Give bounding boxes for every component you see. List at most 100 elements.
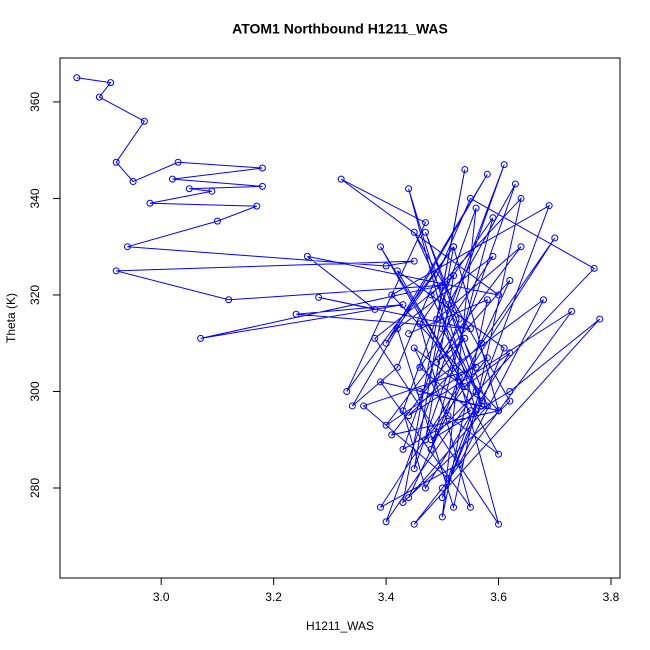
y-tick-label: 340 bbox=[28, 188, 42, 208]
data-point bbox=[421, 228, 429, 236]
y-tick-label: 360 bbox=[28, 92, 42, 112]
data-point bbox=[596, 315, 604, 323]
data-point bbox=[455, 373, 463, 381]
data-point bbox=[427, 291, 435, 299]
data-point bbox=[495, 407, 503, 415]
y-tick-label: 300 bbox=[28, 381, 42, 401]
y-tick-label: 320 bbox=[28, 285, 42, 305]
data-point bbox=[197, 334, 205, 342]
data-point bbox=[393, 325, 401, 333]
data-point bbox=[450, 503, 458, 511]
data-point bbox=[489, 214, 497, 222]
y-tick-label: 280 bbox=[28, 478, 42, 498]
data-point bbox=[405, 330, 413, 338]
data-point bbox=[399, 301, 407, 309]
data-point bbox=[500, 161, 508, 169]
data-point bbox=[461, 165, 469, 173]
data-point bbox=[405, 494, 413, 502]
data-point bbox=[450, 243, 458, 251]
data-point bbox=[410, 465, 418, 473]
plot-box bbox=[59, 57, 621, 579]
data-point bbox=[213, 217, 221, 225]
data-point bbox=[438, 494, 446, 502]
data-point bbox=[461, 383, 469, 391]
data-point bbox=[472, 363, 480, 371]
data-point bbox=[129, 178, 137, 186]
data-point bbox=[438, 513, 446, 521]
data-point bbox=[107, 79, 115, 87]
data-point bbox=[95, 93, 103, 101]
data-point bbox=[399, 407, 407, 415]
data-line bbox=[76, 77, 601, 525]
data-point bbox=[253, 202, 261, 210]
data-point bbox=[472, 204, 480, 212]
data-point bbox=[258, 164, 266, 172]
y-axis-label: Theta (K) bbox=[4, 293, 18, 343]
data-point bbox=[506, 387, 514, 395]
data-point bbox=[433, 315, 441, 323]
data-point bbox=[444, 412, 452, 420]
data-point bbox=[483, 170, 491, 178]
x-tick-label: 3.2 bbox=[265, 590, 282, 604]
data-point bbox=[489, 252, 497, 260]
data-point bbox=[450, 272, 458, 280]
data-point bbox=[517, 243, 525, 251]
data-point bbox=[410, 520, 418, 528]
data-point bbox=[466, 194, 474, 202]
data-point bbox=[466, 407, 474, 415]
data-point bbox=[337, 175, 345, 183]
data-point bbox=[410, 344, 418, 352]
data-point bbox=[478, 339, 486, 347]
data-point bbox=[382, 262, 390, 270]
data-point bbox=[376, 243, 384, 251]
data-point bbox=[455, 460, 463, 468]
data-point bbox=[540, 296, 548, 304]
data-point bbox=[399, 498, 407, 506]
data-point bbox=[388, 431, 396, 439]
data-point bbox=[455, 315, 463, 323]
data-point bbox=[225, 296, 233, 304]
data-point bbox=[495, 520, 503, 528]
data-point bbox=[123, 243, 131, 251]
data-point bbox=[483, 354, 491, 362]
data-point bbox=[472, 387, 480, 395]
data-point bbox=[399, 445, 407, 453]
data-point bbox=[140, 117, 148, 125]
data-point bbox=[461, 334, 469, 342]
data-point bbox=[112, 158, 120, 166]
data-point bbox=[568, 307, 576, 315]
chart-title: ATOM1 Northbound H1211_WAS bbox=[232, 21, 448, 37]
data-point bbox=[421, 484, 429, 492]
data-point bbox=[174, 158, 182, 166]
data-point bbox=[405, 412, 413, 420]
data-point bbox=[438, 484, 446, 492]
data-point bbox=[303, 252, 311, 260]
data-point bbox=[438, 281, 446, 289]
data-point bbox=[382, 421, 390, 429]
data-point bbox=[382, 518, 390, 526]
data-point bbox=[343, 387, 351, 395]
data-point bbox=[405, 185, 413, 193]
data-point bbox=[348, 402, 356, 410]
data-point bbox=[73, 74, 81, 82]
x-axis-label: H1211_WAS bbox=[306, 619, 374, 633]
data-point bbox=[495, 450, 503, 458]
x-tick-label: 3.8 bbox=[603, 590, 620, 604]
data-point bbox=[208, 187, 216, 195]
data-point bbox=[427, 445, 435, 453]
data-point bbox=[506, 349, 514, 357]
data-point bbox=[371, 334, 379, 342]
data-point bbox=[495, 291, 503, 299]
data-point bbox=[517, 194, 525, 202]
data-point bbox=[478, 397, 486, 405]
data-point bbox=[483, 296, 491, 304]
x-tick-label: 3.0 bbox=[153, 590, 170, 604]
data-point bbox=[382, 339, 390, 347]
data-point bbox=[506, 276, 514, 284]
data-point bbox=[444, 474, 452, 482]
data-point bbox=[438, 325, 446, 333]
data-point bbox=[421, 219, 429, 227]
data-point bbox=[258, 182, 266, 190]
data-point bbox=[500, 344, 508, 352]
